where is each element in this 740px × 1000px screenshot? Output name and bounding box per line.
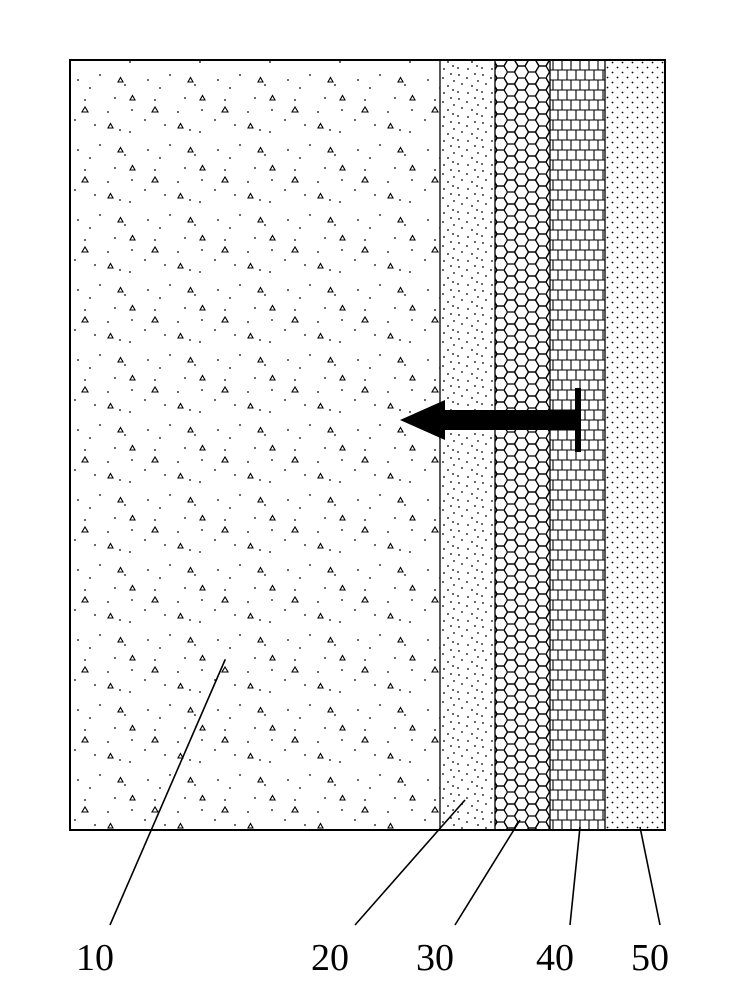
leader-40: [570, 827, 580, 925]
leader-50: [640, 827, 660, 925]
layer-20: [440, 60, 495, 830]
leader-30: [455, 820, 520, 925]
label-10: 10: [76, 937, 114, 979]
layer-10: [70, 60, 440, 830]
label-20: 20: [311, 937, 349, 979]
wall-section-diagram: 10 20 30 40 50: [0, 0, 740, 1000]
label-50: 50: [631, 937, 669, 979]
label-40: 40: [536, 937, 574, 979]
layer-30: [495, 60, 550, 830]
label-30: 30: [416, 937, 454, 979]
labels-group: 10 20 30 40 50: [76, 937, 669, 979]
layer-50: [605, 60, 665, 830]
